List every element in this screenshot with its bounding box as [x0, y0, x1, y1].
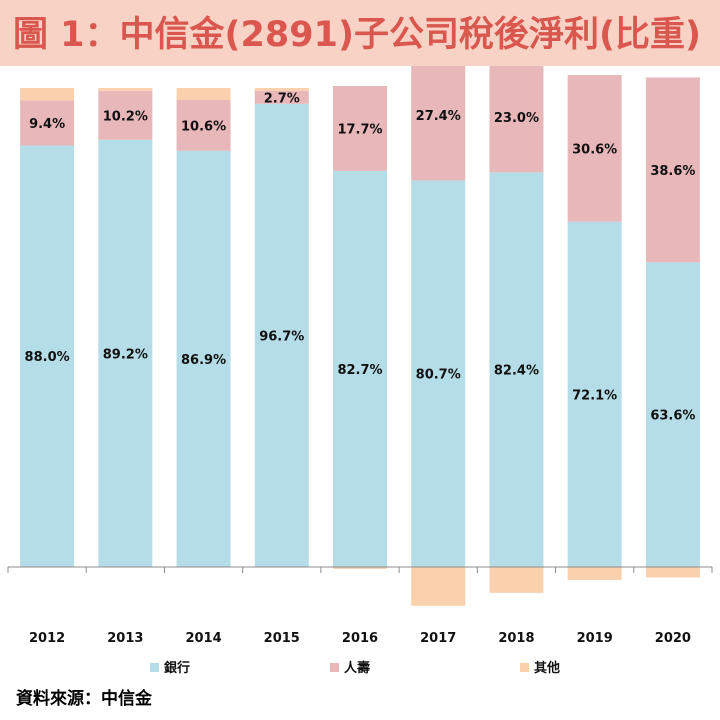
bar-bank-2018 [489, 172, 544, 567]
bar-life-2017 [411, 66, 466, 181]
bar-bank-2015 [254, 103, 309, 567]
bar-other-2019 [567, 567, 622, 580]
legend-label-other: 其他 [534, 660, 560, 676]
legend-label-life: 人壽 [344, 660, 370, 676]
bar-life-2016 [333, 86, 387, 171]
x-tick-label-2013: 2013 [107, 631, 143, 646]
bar-life-2014 [176, 99, 231, 151]
bar-bank-2013 [98, 139, 153, 567]
data-label-bank-2020: 63.6% [650, 409, 695, 424]
data-label-bank-2014: 86.9% [181, 353, 226, 368]
bar-other-2015 [254, 88, 309, 91]
data-label-bank-2015: 96.7% [259, 329, 304, 344]
data-label-life-2017: 27.4% [416, 109, 461, 124]
legend-swatch-life [330, 663, 339, 672]
x-tick-label-2016: 2016 [342, 631, 378, 646]
bar-other-2018 [489, 567, 544, 593]
bar-other-2013 [98, 88, 153, 91]
bar-bank-2020 [645, 262, 700, 567]
chart-title: 圖 1：中信金(2891)子公司稅後淨利(比重) [13, 15, 701, 55]
data-label-bank-2019: 72.1% [572, 388, 617, 403]
bar-life-2012 [20, 100, 75, 146]
bar-bank-2017 [411, 180, 466, 567]
data-label-bank-2012: 88.0% [25, 350, 70, 365]
source-note: 資料來源：中信金 [16, 689, 152, 709]
chart: 88.0% 9.4% 2012 89.2% 10.2% 2013 86.9% 10.6% 201… [7, 66, 713, 676]
data-label-life-2012: 9.4% [29, 117, 65, 132]
data-label-life-2016: 17.7% [337, 122, 382, 137]
data-label-life-2013: 10.2% [103, 109, 148, 124]
x-tick-label-2018: 2018 [498, 631, 534, 646]
data-label-bank-2016: 82.7% [337, 363, 382, 378]
bar-life-2015 [254, 90, 309, 104]
data-label-life-2018: 23.0% [494, 111, 539, 126]
legend-swatch-bank [150, 663, 159, 672]
data-label-life-2014: 10.6% [181, 119, 226, 134]
bar-bank-2016 [333, 170, 387, 567]
data-label-life-2020: 38.6% [650, 164, 695, 179]
data-label-life-2019: 30.6% [572, 142, 617, 157]
bar-life-2013 [98, 90, 153, 140]
legend-label-bank: 銀行 [164, 660, 190, 676]
legend-swatch-other [520, 663, 529, 672]
bar-life-2019 [567, 75, 622, 222]
x-tick-label-2014: 2014 [185, 631, 221, 646]
bar-bank-2012 [20, 145, 75, 568]
x-tick-label-2019: 2019 [577, 631, 613, 646]
bar-other-2017 [411, 567, 466, 606]
bar-bank-2014 [176, 150, 231, 567]
x-tick-label-2012: 2012 [29, 631, 65, 646]
x-tick-label-2015: 2015 [264, 631, 300, 646]
bar-other-2012 [20, 88, 75, 101]
bar-other-2016 [333, 567, 387, 569]
bar-life-2018 [489, 66, 544, 173]
data-label-life-2015: 2.7% [264, 91, 300, 106]
data-label-bank-2017: 80.7% [416, 368, 461, 383]
bar-other-2020 [645, 567, 700, 578]
title-bar [0, 0, 720, 66]
bar-other-2014 [176, 88, 231, 100]
bar-bank-2019 [567, 221, 622, 568]
data-label-bank-2018: 82.4% [494, 364, 539, 379]
x-tick-label-2020: 2020 [655, 631, 691, 646]
x-tick-label-2017: 2017 [420, 631, 456, 646]
bar-life-2020 [645, 77, 700, 263]
data-label-bank-2013: 89.2% [103, 347, 148, 362]
